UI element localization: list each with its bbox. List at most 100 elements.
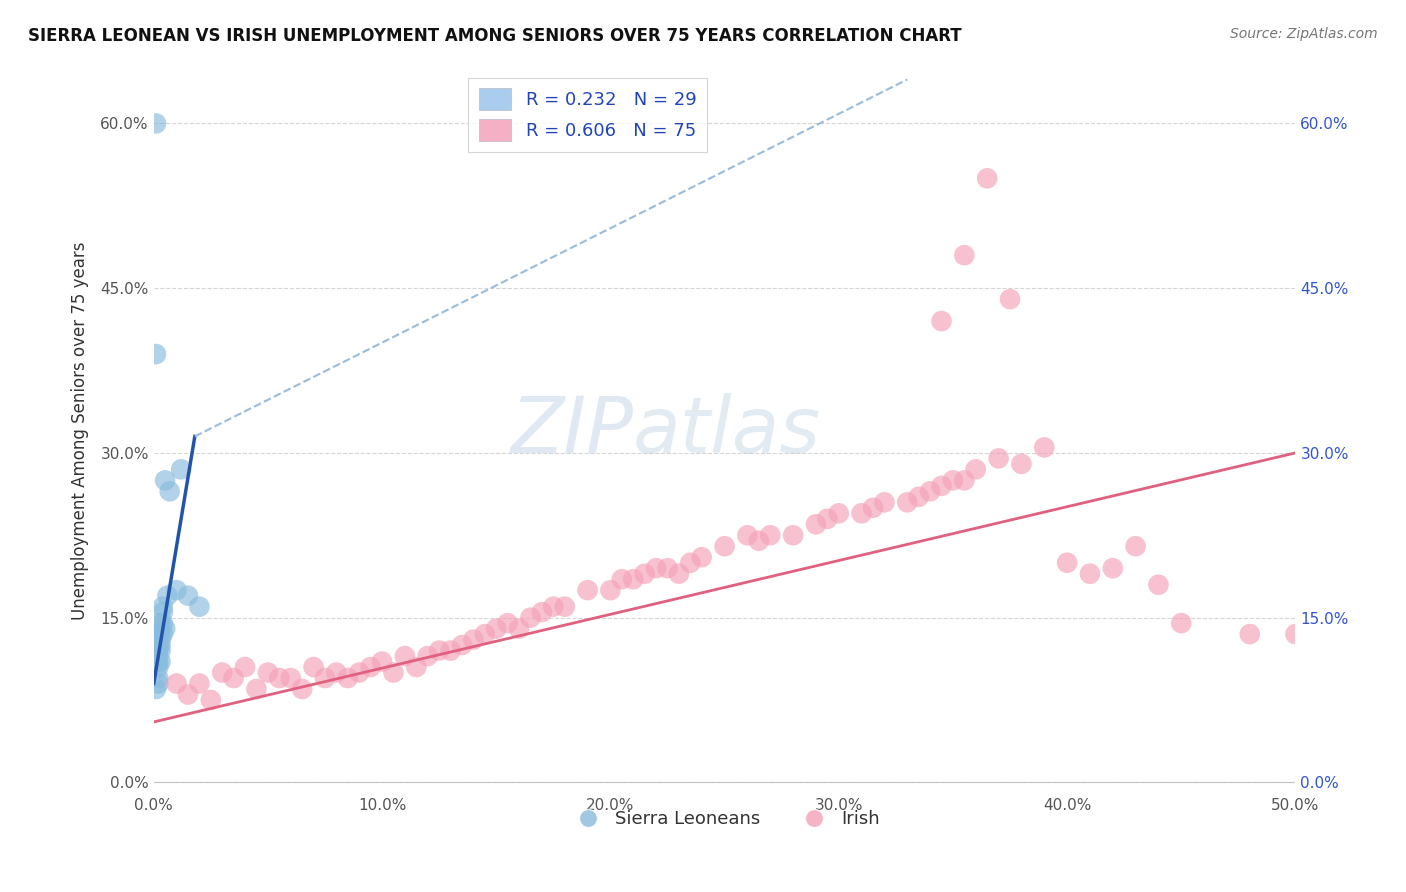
Text: Source: ZipAtlas.com: Source: ZipAtlas.com [1230, 27, 1378, 41]
Point [314, 671, 336, 685]
Point [1125, 539, 1147, 553]
Point [405, 660, 427, 674]
Point [211, 665, 233, 680]
Point [152, 605, 174, 619]
Point [920, 484, 942, 499]
Point [1078, 566, 1101, 581]
Point [942, 474, 965, 488]
Point [987, 451, 1010, 466]
Point [543, 599, 565, 614]
Point [679, 556, 702, 570]
Point [508, 622, 530, 636]
Point [152, 599, 174, 614]
Point [170, 462, 193, 476]
Point [177, 688, 200, 702]
Point [496, 616, 519, 631]
Point [166, 676, 188, 690]
Point [148, 671, 170, 685]
Text: ZIP: ZIP [510, 393, 633, 469]
Point [576, 583, 599, 598]
Point [851, 506, 873, 520]
Point [657, 561, 679, 575]
Point [188, 676, 211, 690]
Point [931, 479, 953, 493]
Point [1033, 441, 1056, 455]
Point [149, 632, 172, 647]
Point [148, 676, 170, 690]
Point [634, 566, 657, 581]
Point [804, 517, 827, 532]
Point [347, 665, 370, 680]
Point [291, 681, 314, 696]
Point [145, 638, 167, 652]
Text: SIERRA LEONEAN VS IRISH UNEMPLOYMENT AMONG SENIORS OVER 75 YEARS CORRELATION CHA: SIERRA LEONEAN VS IRISH UNEMPLOYMENT AMO… [28, 27, 962, 45]
Point [200, 693, 222, 707]
Point [188, 599, 211, 614]
Point [149, 616, 172, 631]
Point [153, 474, 176, 488]
Point [953, 248, 976, 262]
Point [896, 495, 918, 509]
Point [177, 589, 200, 603]
Point [416, 649, 439, 664]
Point [152, 627, 174, 641]
Point [222, 671, 245, 685]
Point [394, 649, 416, 664]
Point [145, 627, 167, 641]
Point [519, 610, 541, 624]
Point [554, 599, 576, 614]
Point [145, 116, 167, 130]
Point [463, 632, 485, 647]
Point [427, 643, 450, 657]
Point [1147, 577, 1170, 591]
Point [166, 583, 188, 598]
Point [269, 671, 291, 685]
Point [668, 566, 690, 581]
Point [145, 347, 167, 361]
Point [828, 506, 851, 520]
Point [713, 539, 735, 553]
Point [148, 655, 170, 669]
Legend: Sierra Leoneans, Irish: Sierra Leoneans, Irish [562, 803, 887, 835]
Point [149, 622, 172, 636]
Point [149, 638, 172, 652]
Point [325, 665, 347, 680]
Point [149, 655, 172, 669]
Point [156, 589, 179, 603]
Point [382, 665, 405, 680]
Point [1056, 556, 1078, 570]
Text: atlas: atlas [633, 393, 821, 469]
Point [690, 550, 713, 565]
Point [976, 171, 998, 186]
Point [149, 643, 172, 657]
Point [782, 528, 804, 542]
Point [1239, 627, 1261, 641]
Point [599, 583, 621, 598]
Point [998, 292, 1021, 306]
Point [360, 660, 382, 674]
Point [1284, 627, 1306, 641]
Point [873, 495, 896, 509]
Point [280, 671, 302, 685]
Point [336, 671, 359, 685]
Point [815, 512, 838, 526]
Point [153, 622, 176, 636]
Point [737, 528, 759, 542]
Point [907, 490, 929, 504]
Point [159, 484, 181, 499]
Point [621, 572, 644, 586]
Point [610, 572, 633, 586]
Point [953, 474, 976, 488]
Point [371, 655, 394, 669]
Point [145, 681, 167, 696]
Point [748, 533, 770, 548]
Point [862, 500, 884, 515]
Point [233, 660, 256, 674]
Point [530, 605, 553, 619]
Point [148, 660, 170, 674]
Point [645, 561, 668, 575]
Point [152, 616, 174, 631]
Point [965, 462, 987, 476]
Point [451, 638, 474, 652]
Point [245, 681, 267, 696]
